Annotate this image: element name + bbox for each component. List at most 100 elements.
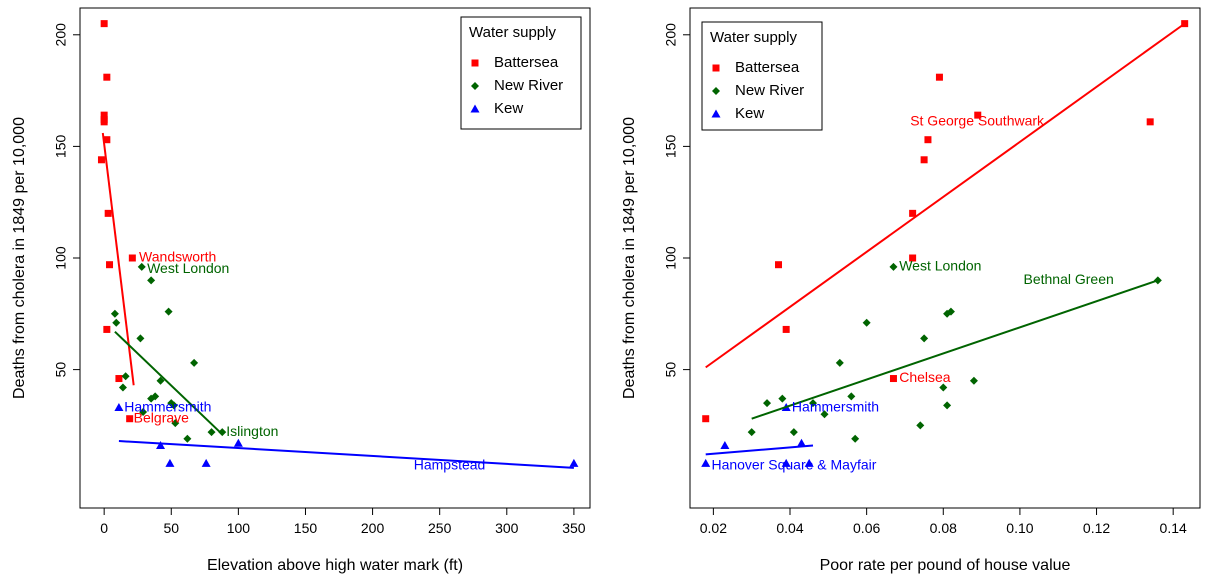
x-tick-label: 0 [100,520,108,536]
battersea-point [775,261,783,269]
new-river-point [808,399,817,408]
annotation-west-london: West London [147,260,229,276]
kew-point [804,458,814,467]
legend-key-kew [711,109,721,118]
annotation-islington: Islington [226,423,278,439]
new-river-point [943,401,952,410]
x-tick-label: 350 [562,520,586,536]
legend-key-kew [470,104,480,113]
battersea-fit-line [705,22,1186,369]
legend-label-new-river: New River [735,82,804,99]
legend-box [701,21,823,131]
new-river-point [847,392,856,401]
annotation-chelsea: Chelsea [899,369,951,385]
battersea-point [924,136,932,144]
kew-point [114,403,124,412]
new-river-point [164,307,173,316]
new-river-point [147,276,156,285]
legend-label-kew: Kew [494,100,523,117]
y-tick-label: 150 [663,135,679,159]
y-tick-label: 150 [53,135,69,159]
new-river-point [136,334,145,343]
x-tick-label: 300 [495,520,519,536]
x-tick-label: 100 [227,520,251,536]
x-axis-title: Elevation above high water mark (ft) [207,557,463,574]
y-tick-label: 100 [663,246,679,270]
x-tick-label: 0.02 [700,520,727,536]
legend-key-new-river [712,87,720,95]
kew-point [569,458,579,467]
annotation-hampstead: Hampstead [414,456,486,472]
battersea-point [100,111,108,119]
annotation-bethnal-green: Bethnal Green [1023,271,1113,287]
plot-area [97,20,579,469]
new-river-point [862,318,871,327]
x-tick-label: 50 [163,520,179,536]
legend-title: Water supply [710,29,797,46]
battersea-point [782,325,790,333]
new-river-point [137,262,146,271]
y-tick-label: 200 [663,23,679,47]
new-river-point [112,318,121,327]
new-river-point [763,399,772,408]
battersea-point [100,20,108,28]
y-tick-label: 50 [53,362,69,378]
kew-point [720,441,730,449]
new-river-point [169,401,178,410]
y-axis-title: Deaths from cholera in 1849 per 10,000 [11,117,28,399]
new-river-point [747,428,756,437]
x-axis-title: Poor rate per pound of house value [820,557,1071,574]
x-tick-label: 0.06 [853,520,880,536]
legend-label-battersea: Battersea [494,54,559,71]
new-river-point [139,408,148,417]
kew-fit-line [118,440,574,469]
new-river-point [820,410,829,419]
new-river-point [110,309,119,318]
kew-point [701,458,711,467]
x-tick-label: 0.14 [1160,520,1187,536]
new-river-point [835,358,844,367]
annotation-west-london: West London [899,258,981,274]
battersea-point [115,375,123,383]
legend-key-battersea [712,64,720,72]
new-river-point [969,376,978,385]
annotation-hammersmith: Hammersmith [792,398,879,414]
new-river-point [851,434,860,443]
battersea-point [935,73,943,81]
x-tick-label: 150 [294,520,318,536]
new-river-point [121,372,130,381]
battersea-point [702,415,710,423]
battersea-point [974,111,982,119]
y-tick-label: 50 [663,362,679,378]
battersea-point [909,209,917,217]
battersea-point [97,156,105,164]
battersea-point [889,375,897,383]
annotation-wandsworth: Wandsworth [139,249,216,265]
battersea-point [126,415,134,423]
new-river-point [207,428,216,437]
new-river-point [183,434,192,443]
annotation-hanover-square-mayfair: Hanover Square & Mayfair [711,456,876,472]
new-river-point [916,421,925,430]
new-river-point [118,383,127,392]
x-tick-label: 0.12 [1083,520,1110,536]
plot-area [701,20,1189,467]
battersea-point [1146,118,1154,126]
new-river-point [218,428,227,437]
annotation-hammersmith: Hammersmith [124,398,211,414]
legend: Water supply Battersea New River Kew [701,21,823,131]
chart-panel-1: 0 50 100 150 200 250 300 350 50 100 150 200 Elevatio… [11,7,591,574]
kew-point [797,438,807,447]
y-tick-label: 100 [53,246,69,270]
legend-label-kew: Kew [735,105,764,122]
new-river-fit-line [751,279,1159,420]
chart-panel-2: 0.02 0.04 0.06 0.08 0.10 0.12 0.14 50 100 150 200 P… [621,7,1201,574]
y-axis-title: Deaths from cholera in 1849 per 10,000 [621,117,638,399]
new-river-point [789,428,798,437]
legend-title: Water supply [469,24,556,41]
new-river-point [171,419,180,428]
new-river-fit-line [114,330,223,436]
battersea-point [103,325,111,333]
y-tick-label: 200 [53,23,69,47]
